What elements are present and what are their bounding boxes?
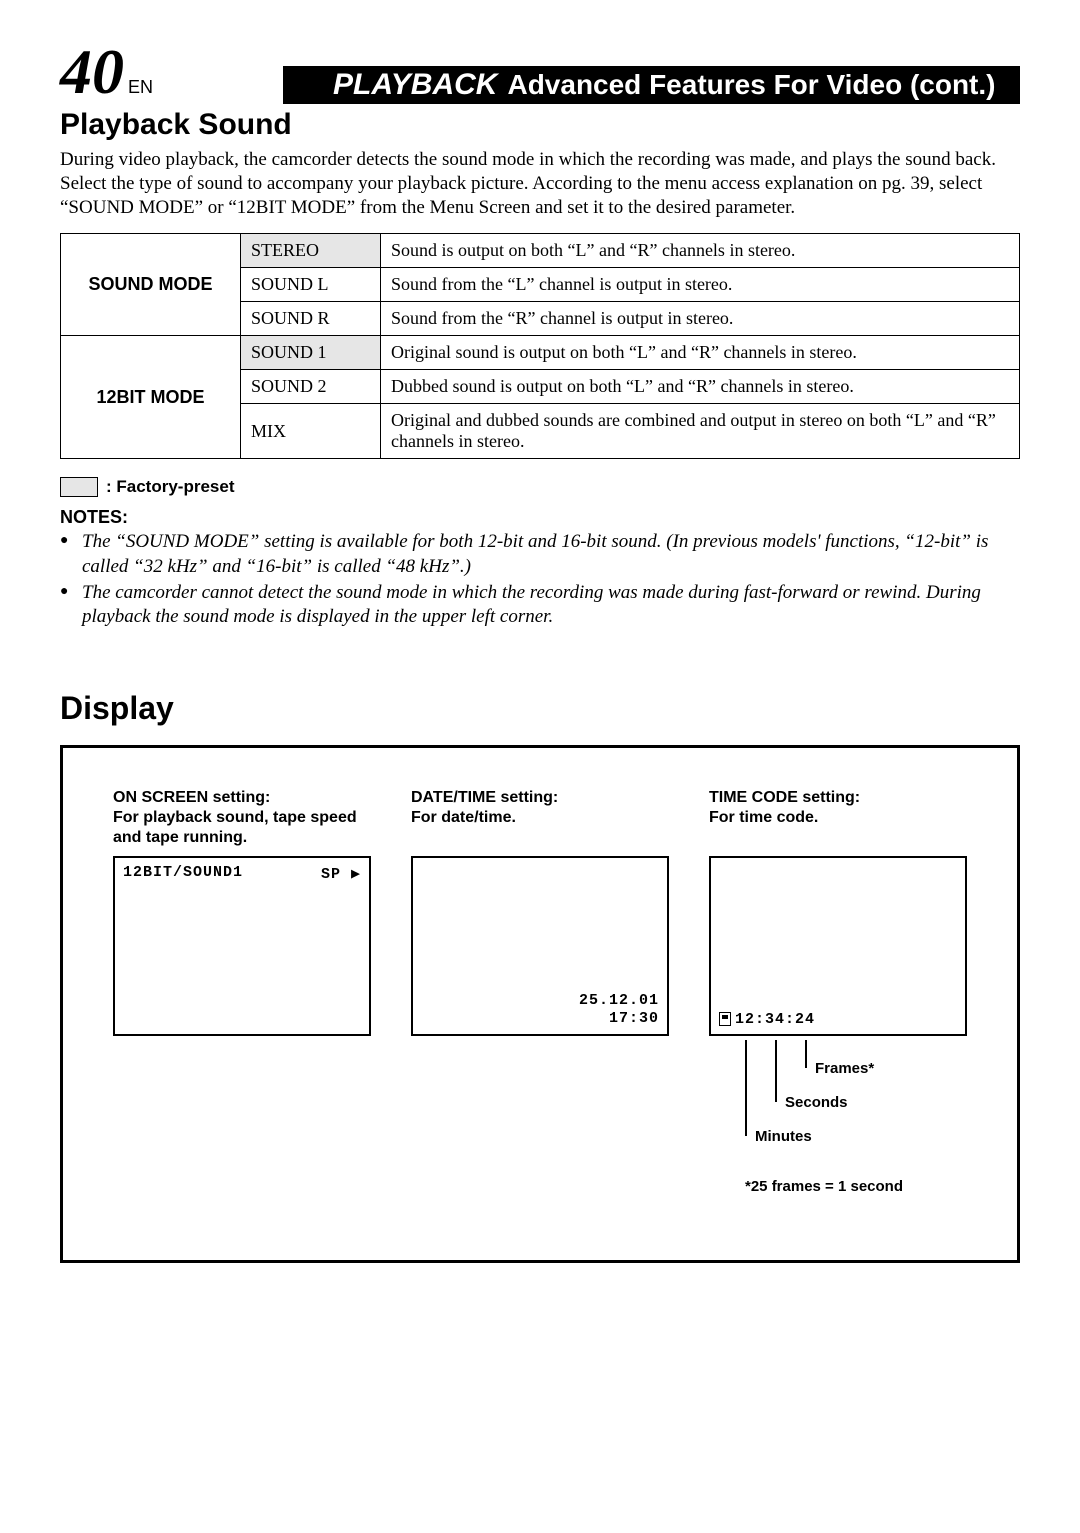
table-row: 12BIT MODESOUND 1Original sound is outpu…	[61, 336, 1020, 370]
description-cell: Original sound is output on both “L” and…	[381, 336, 1020, 370]
screen-date-time: 25.12.01 17:30	[579, 992, 659, 1028]
section-title-display: Display	[60, 690, 1020, 727]
label-frames: Frames*	[815, 1060, 874, 1077]
mode-label-cell: SOUND MODE	[61, 234, 241, 336]
col3-title: TIME CODE setting:For time code.	[709, 788, 967, 848]
col2-title: DATE/TIME setting:For date/time.	[411, 788, 669, 848]
annot-line-frames	[805, 1040, 807, 1068]
screen-time: 17:30	[579, 1010, 659, 1028]
annot-line-seconds	[775, 1040, 777, 1102]
option-cell: SOUND R	[241, 302, 381, 336]
mode-label-cell: 12BIT MODE	[61, 336, 241, 459]
description-cell: Original and dubbed sounds are combined …	[381, 404, 1020, 459]
screen-sound-mode: 12BIT/SOUND1	[123, 864, 243, 881]
timecode-icon	[719, 1012, 731, 1026]
notes-heading: NOTES:	[60, 507, 1020, 528]
option-cell: STEREO	[241, 234, 381, 268]
display-box: ON SCREEN setting:For playback sound, ta…	[60, 745, 1020, 1263]
description-cell: Sound from the “R” channel is output in …	[381, 302, 1020, 336]
screen-tape-speed: SP ▶	[321, 864, 361, 883]
display-col-onscreen: ON SCREEN setting:For playback sound, ta…	[113, 788, 371, 1200]
description-cell: Sound from the “L” channel is output in …	[381, 268, 1020, 302]
page-number: 40	[60, 40, 124, 104]
timecode-readout: 12:34:24	[719, 1011, 815, 1028]
note-item: The camcorder cannot detect the sound mo…	[60, 581, 1020, 630]
header-subtitle: Advanced Features For Video (cont.)	[507, 69, 995, 101]
note-item: The “SOUND MODE” setting is available fo…	[60, 530, 1020, 579]
header-bar: PLAYBACK Advanced Features For Video (co…	[283, 66, 1020, 104]
screen-timecode: 12:34:24	[709, 856, 967, 1036]
notes-list: The “SOUND MODE” setting is available fo…	[60, 530, 1020, 629]
legend-row: : Factory-preset	[60, 477, 1020, 497]
sound-mode-table: SOUND MODESTEREOSound is output on both …	[60, 233, 1020, 459]
description-cell: Sound is output on both “L” and “R” chan…	[381, 234, 1020, 268]
display-col-datetime: DATE/TIME setting:For date/time. 25.12.0…	[411, 788, 669, 1200]
screen-datetime: 25.12.01 17:30	[411, 856, 669, 1036]
annot-line-minutes	[745, 1040, 747, 1136]
table-row: SOUND MODESTEREOSound is output on both …	[61, 234, 1020, 268]
option-cell: SOUND 2	[241, 370, 381, 404]
page-lang: EN	[128, 77, 153, 98]
timecode-footnote: *25 frames = 1 second	[745, 1178, 903, 1195]
legend-text: : Factory-preset	[106, 477, 234, 497]
section-title-playback-sound: Playback Sound	[60, 108, 1020, 142]
option-cell: SOUND L	[241, 268, 381, 302]
page-header: 40 EN PLAYBACK Advanced Features For Vid…	[60, 40, 1020, 104]
intro-paragraph: During video playback, the camcorder det…	[60, 148, 1020, 219]
label-seconds: Seconds	[785, 1094, 848, 1111]
header-playback: PLAYBACK	[333, 68, 497, 102]
display-col-timecode: TIME CODE setting:For time code. 12:34:2…	[709, 788, 967, 1200]
description-cell: Dubbed sound is output on both “L” and “…	[381, 370, 1020, 404]
col1-title: ON SCREEN setting:For playback sound, ta…	[113, 788, 371, 848]
screen-onscreen: 12BIT/SOUND1 SP ▶	[113, 856, 371, 1036]
timecode-annotations: Frames* Seconds Minutes *25 frames = 1 s…	[709, 1040, 967, 1200]
legend-swatch	[60, 477, 98, 497]
label-minutes: Minutes	[755, 1128, 812, 1145]
timecode-value: 12:34:24	[735, 1011, 815, 1028]
option-cell: SOUND 1	[241, 336, 381, 370]
option-cell: MIX	[241, 404, 381, 459]
screen-date: 25.12.01	[579, 992, 659, 1010]
